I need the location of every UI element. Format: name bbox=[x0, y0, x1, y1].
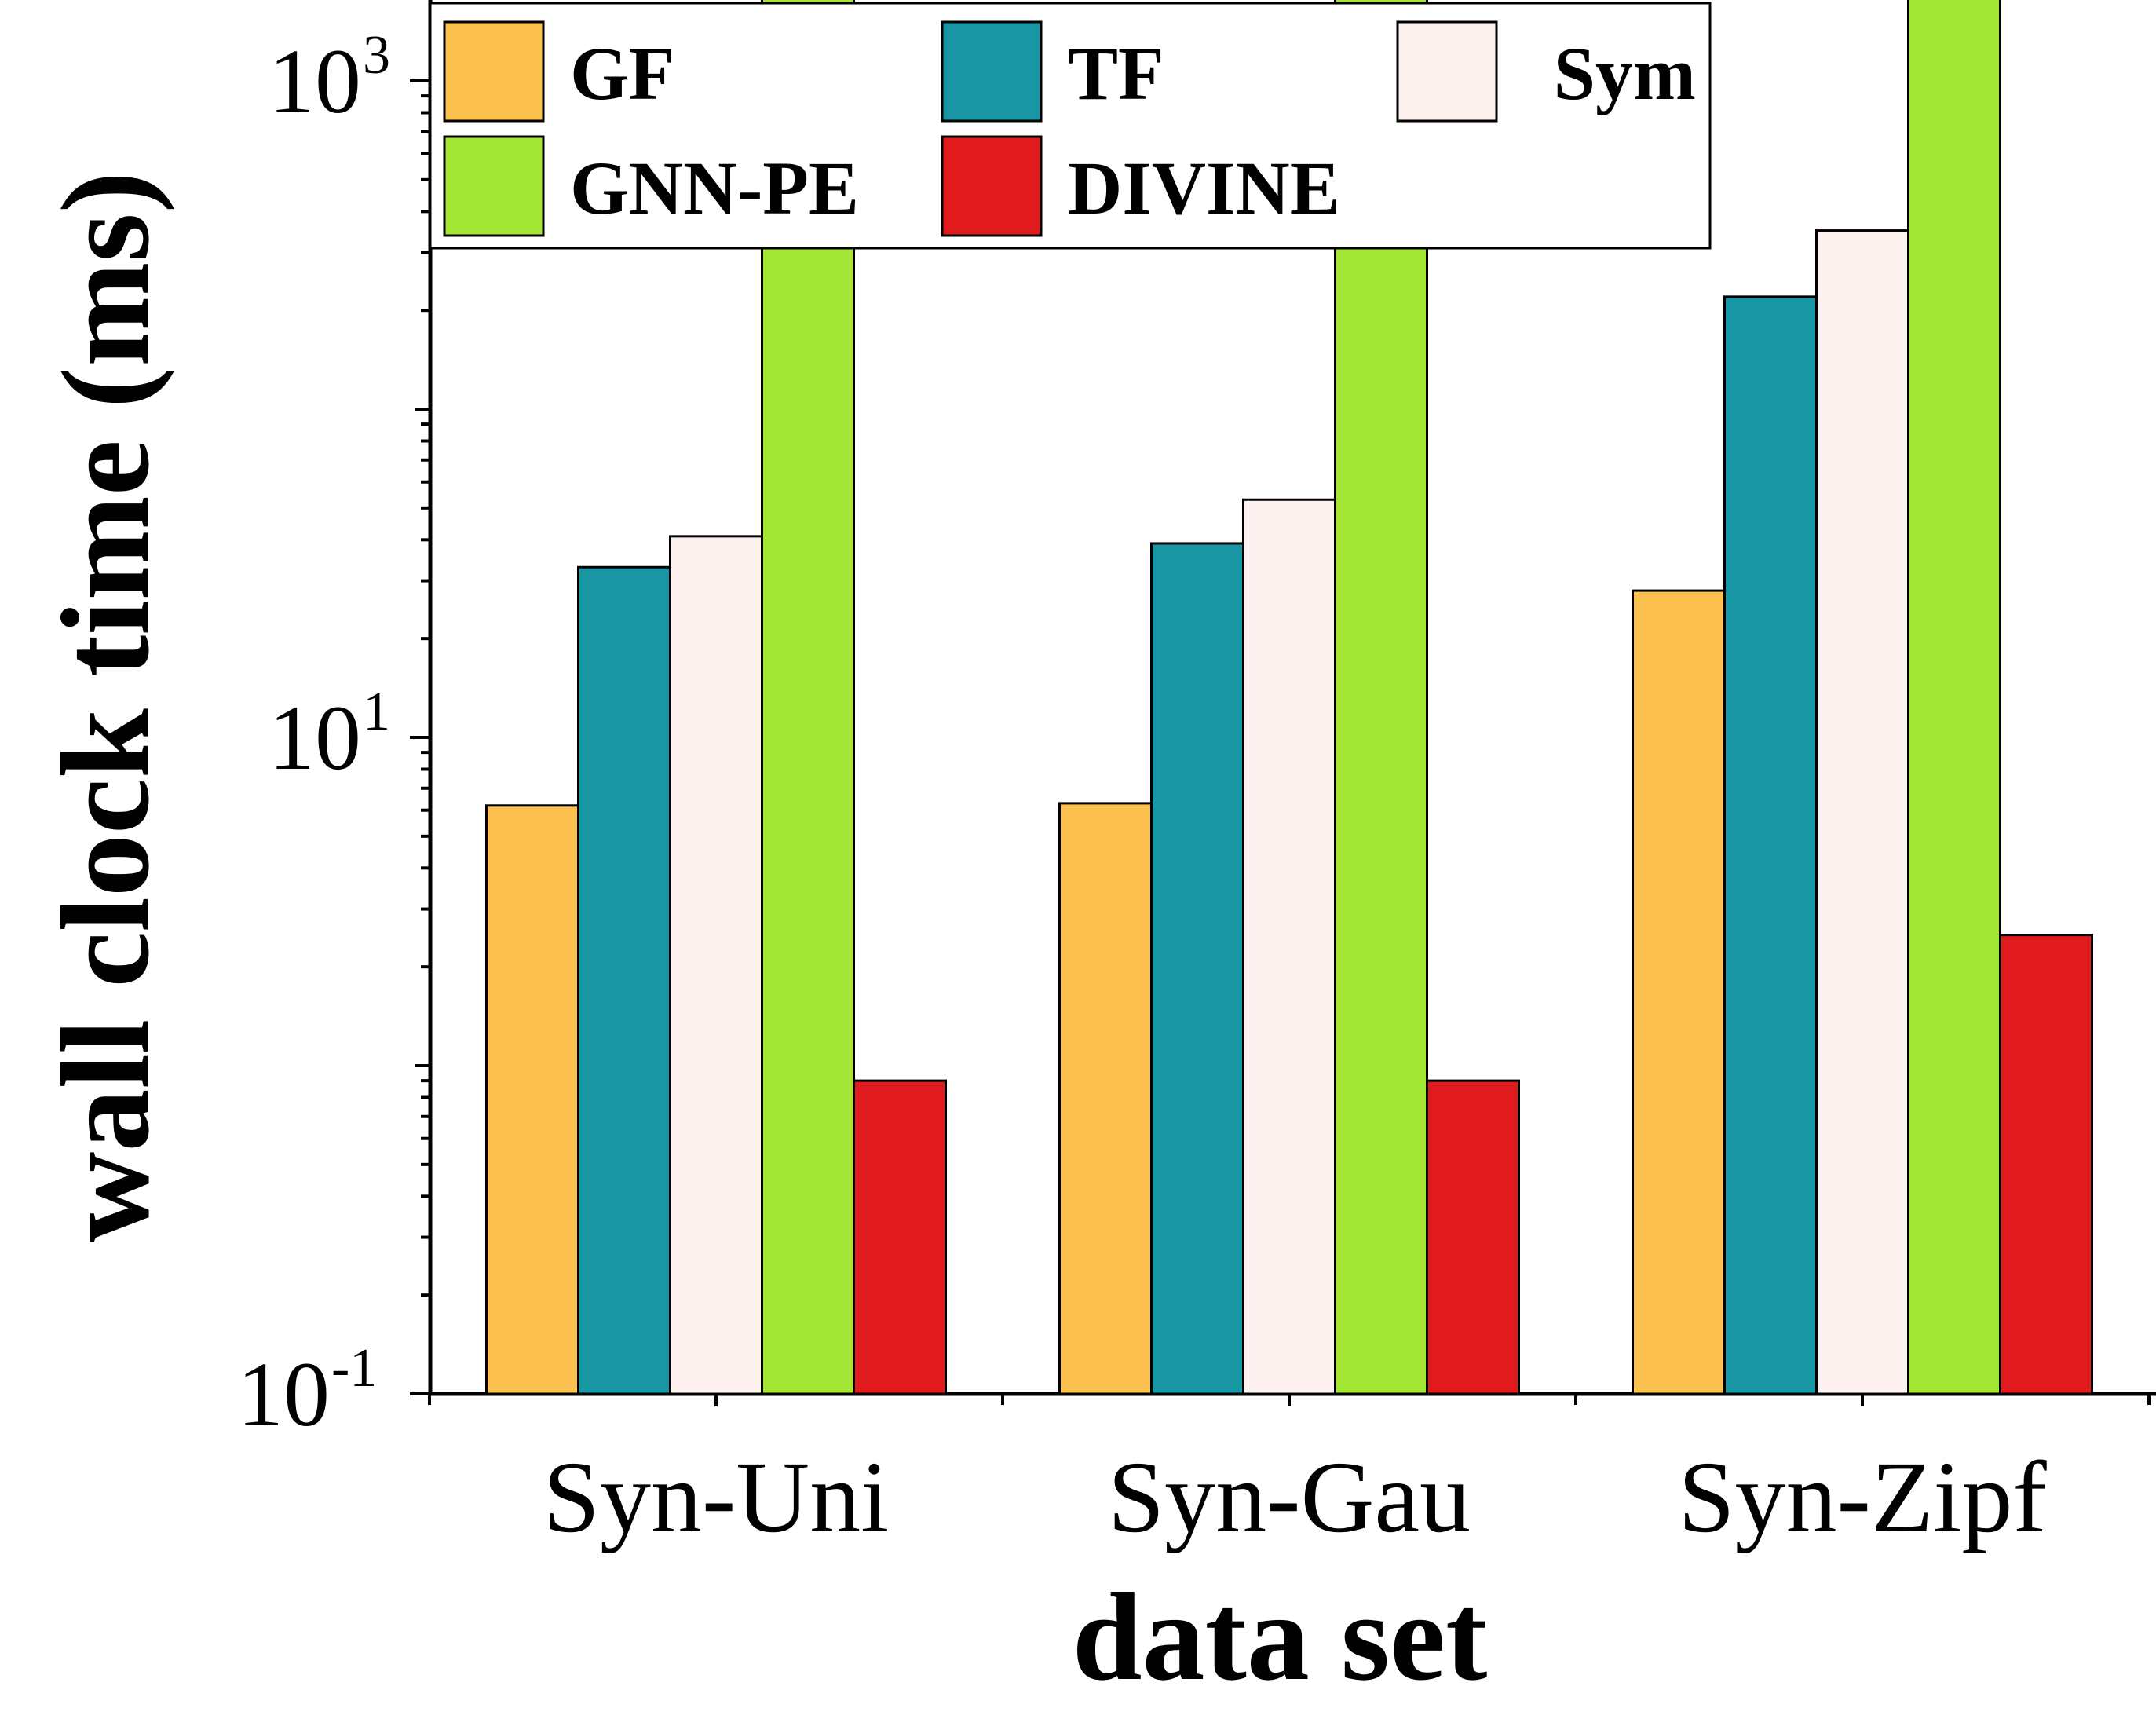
bar-sym-syn-zipf bbox=[1815, 229, 1909, 1395]
y-tick-base: 10 bbox=[237, 1343, 330, 1446]
legend-label-gnn-pe: GNN-PE bbox=[570, 146, 859, 230]
y-tick-base: 10 bbox=[269, 686, 361, 789]
y-tick-label: 10 -1 bbox=[237, 1338, 377, 1446]
bar-sym-syn-gau bbox=[1242, 498, 1336, 1395]
bar-sym-syn-uni bbox=[669, 535, 763, 1395]
bar-tf-syn-zipf bbox=[1723, 295, 1818, 1395]
legend-swatch-gf bbox=[443, 20, 545, 123]
bar-divine-syn-zipf bbox=[1999, 934, 2093, 1395]
y-tick-exponent: -1 bbox=[331, 1338, 377, 1399]
y-tick-base: 10 bbox=[269, 30, 361, 133]
bar-gf-syn-uni bbox=[485, 804, 579, 1395]
bar-tf-syn-uni bbox=[577, 565, 671, 1395]
legend-label-sym: Sym bbox=[1554, 31, 1696, 115]
y-tick-exponent: 3 bbox=[363, 25, 390, 86]
legend-swatch-divine bbox=[941, 135, 1043, 237]
x-tick-label: Syn-Uni bbox=[543, 1441, 890, 1554]
bar-tf-syn-gau bbox=[1150, 542, 1244, 1395]
y-tick-label: 10 3 bbox=[269, 25, 390, 133]
y-tick-label: 10 1 bbox=[269, 682, 390, 789]
legend-label-gf: GF bbox=[570, 31, 674, 115]
x-tick-label: Syn-Gau bbox=[1108, 1441, 1471, 1554]
x-axis-title: data set bbox=[1073, 1567, 1488, 1706]
bar-gf-syn-zipf bbox=[1632, 589, 1726, 1395]
legend: GF TF Sym GNN-PE DIVINE bbox=[429, 2, 1712, 250]
bar-divine-syn-gau bbox=[1426, 1079, 1520, 1395]
y-axis-title: wall clock time (ms) bbox=[35, 171, 175, 1242]
bar-gnn-pe-syn-zipf bbox=[1907, 0, 2001, 1395]
bar-gf-syn-gau bbox=[1058, 802, 1153, 1395]
x-tick-labels: Syn-Uni Syn-Gau Syn-Zipf bbox=[543, 1441, 2048, 1554]
y-tick-exponent: 1 bbox=[363, 682, 390, 742]
legend-swatch-sym bbox=[1396, 20, 1498, 123]
legend-label-tf: TF bbox=[1068, 31, 1164, 115]
bar-divine-syn-uni bbox=[853, 1079, 947, 1395]
legend-label-divine: DIVINE bbox=[1068, 146, 1340, 230]
x-tick-label: Syn-Zipf bbox=[1678, 1441, 2047, 1554]
legend-swatch-tf bbox=[941, 20, 1043, 123]
y-tick-labels: 10-1101103105107 bbox=[237, 25, 390, 1446]
legend-swatch-gnn-pe bbox=[443, 135, 545, 237]
